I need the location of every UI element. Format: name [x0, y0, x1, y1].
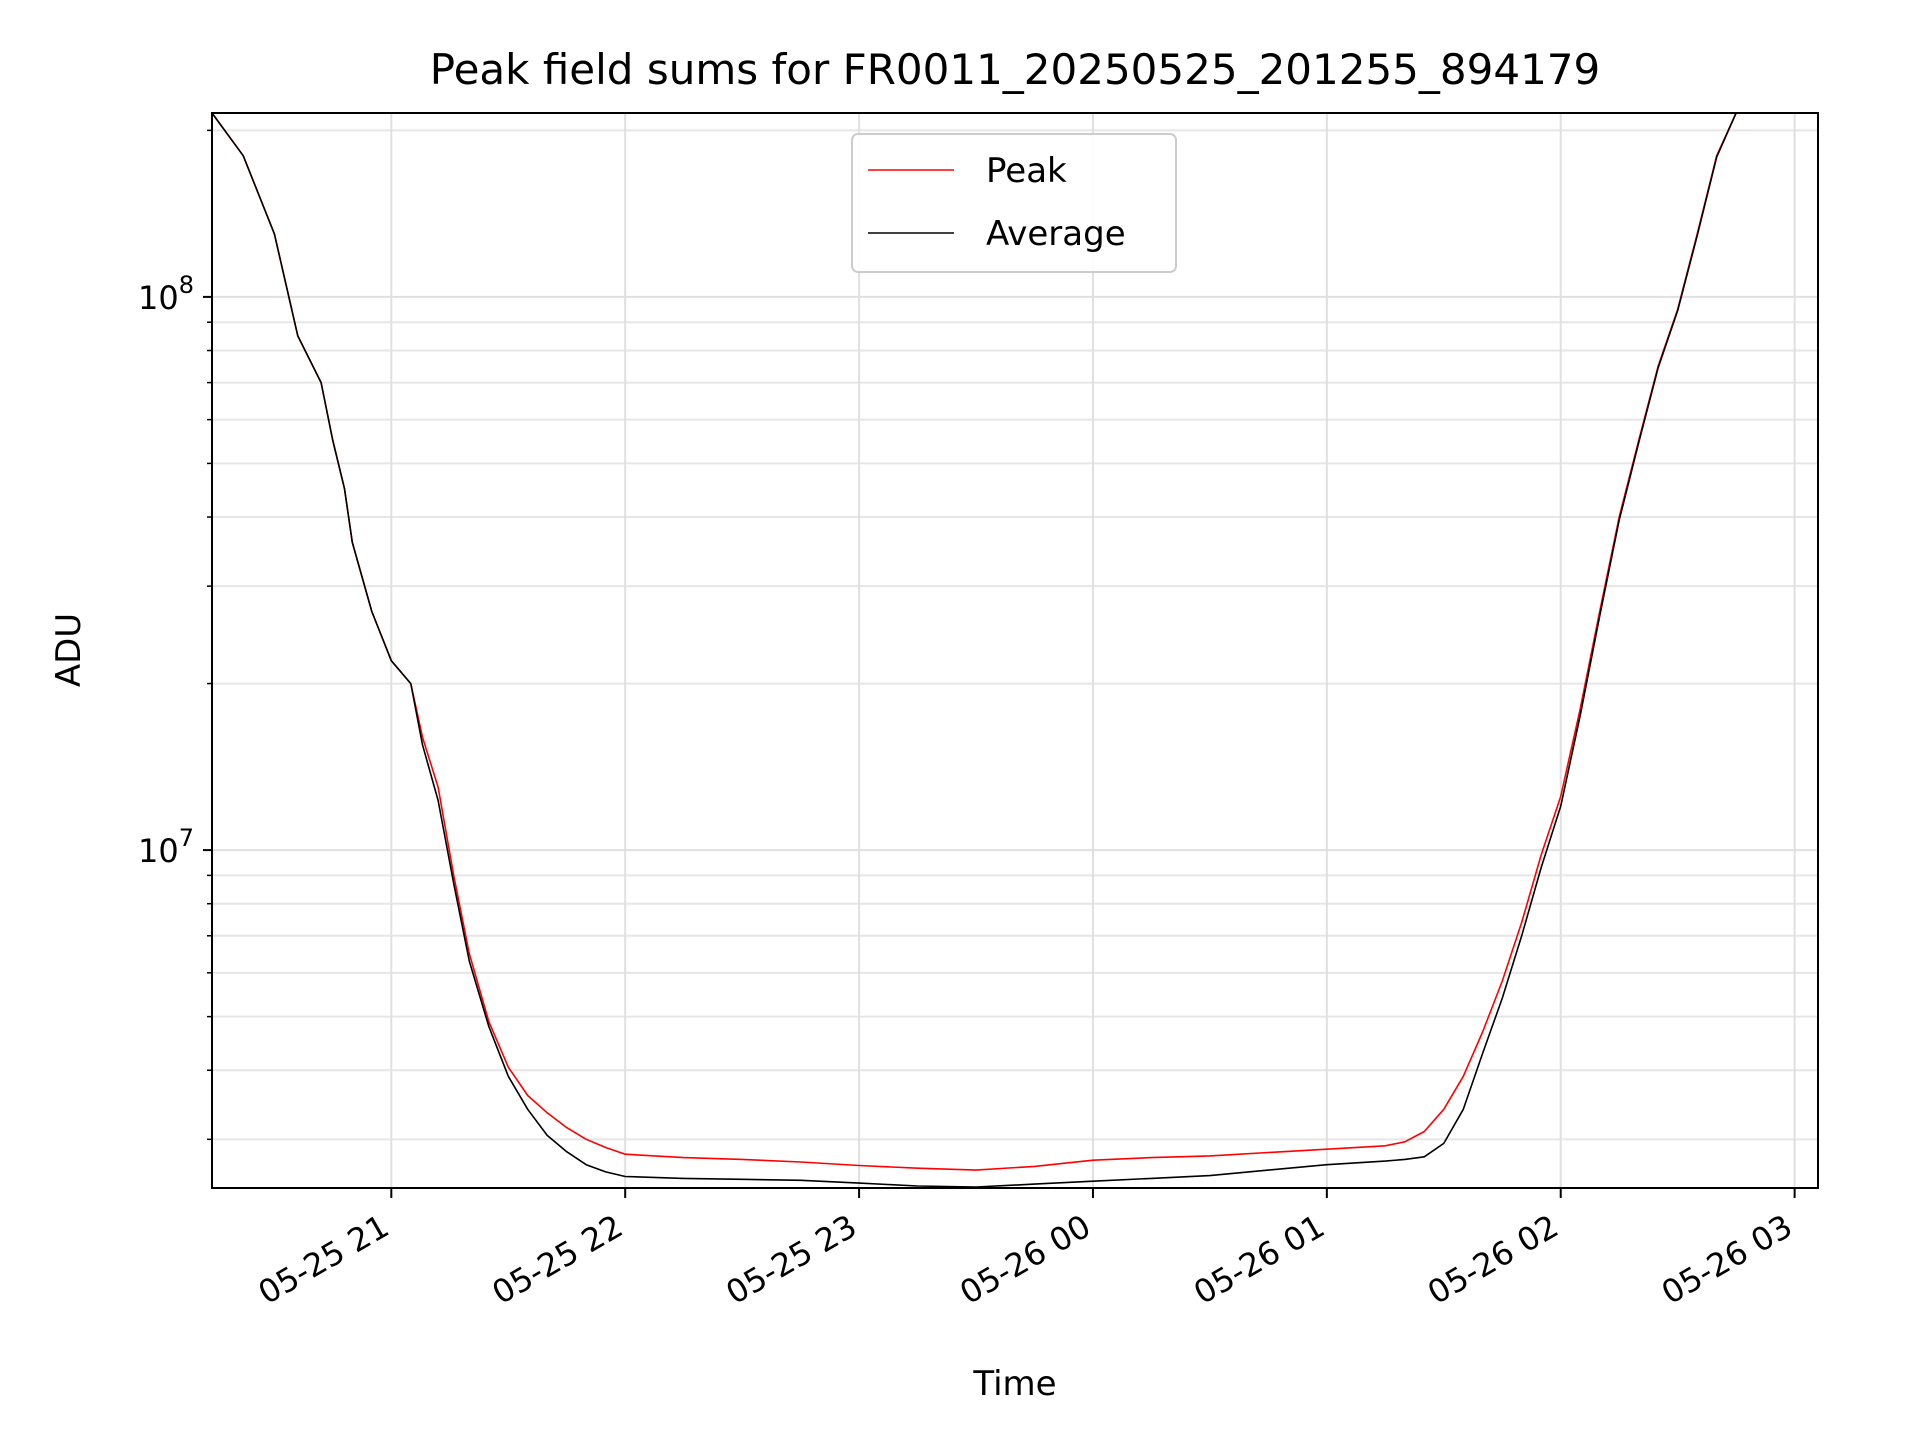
plot-lines [211, 112, 1737, 1188]
x-axis-label: Time [972, 1364, 1056, 1404]
series-line-average [211, 112, 1737, 1188]
y-axis-label: ADU [49, 613, 89, 687]
plot-frame [211, 112, 1819, 1189]
grid [212, 113, 1818, 1188]
legend: Peak Average [851, 133, 1177, 273]
legend-label-average: Average [986, 214, 1126, 254]
chart-title: Peak field sums for FR0011_20250525_2012… [430, 45, 1600, 94]
legend-label-peak: Peak [986, 151, 1067, 191]
legend-box [851, 133, 1177, 273]
